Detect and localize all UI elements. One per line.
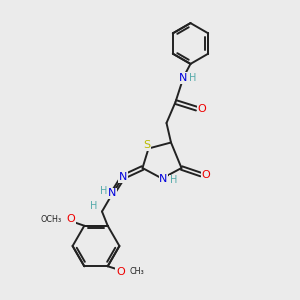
Text: O: O <box>116 267 125 277</box>
Text: O: O <box>197 103 206 114</box>
Text: CH₃: CH₃ <box>130 267 145 276</box>
Text: O: O <box>66 214 75 224</box>
Text: N: N <box>119 172 127 182</box>
Text: O: O <box>202 169 211 180</box>
Text: S: S <box>143 140 151 150</box>
Text: OCH₃: OCH₃ <box>40 214 61 224</box>
Text: N: N <box>159 173 168 184</box>
Text: H: H <box>170 175 177 185</box>
Text: N: N <box>179 73 187 83</box>
Text: N: N <box>108 188 117 199</box>
Text: H: H <box>90 201 97 211</box>
Text: H: H <box>189 73 196 83</box>
Text: H: H <box>100 185 107 196</box>
